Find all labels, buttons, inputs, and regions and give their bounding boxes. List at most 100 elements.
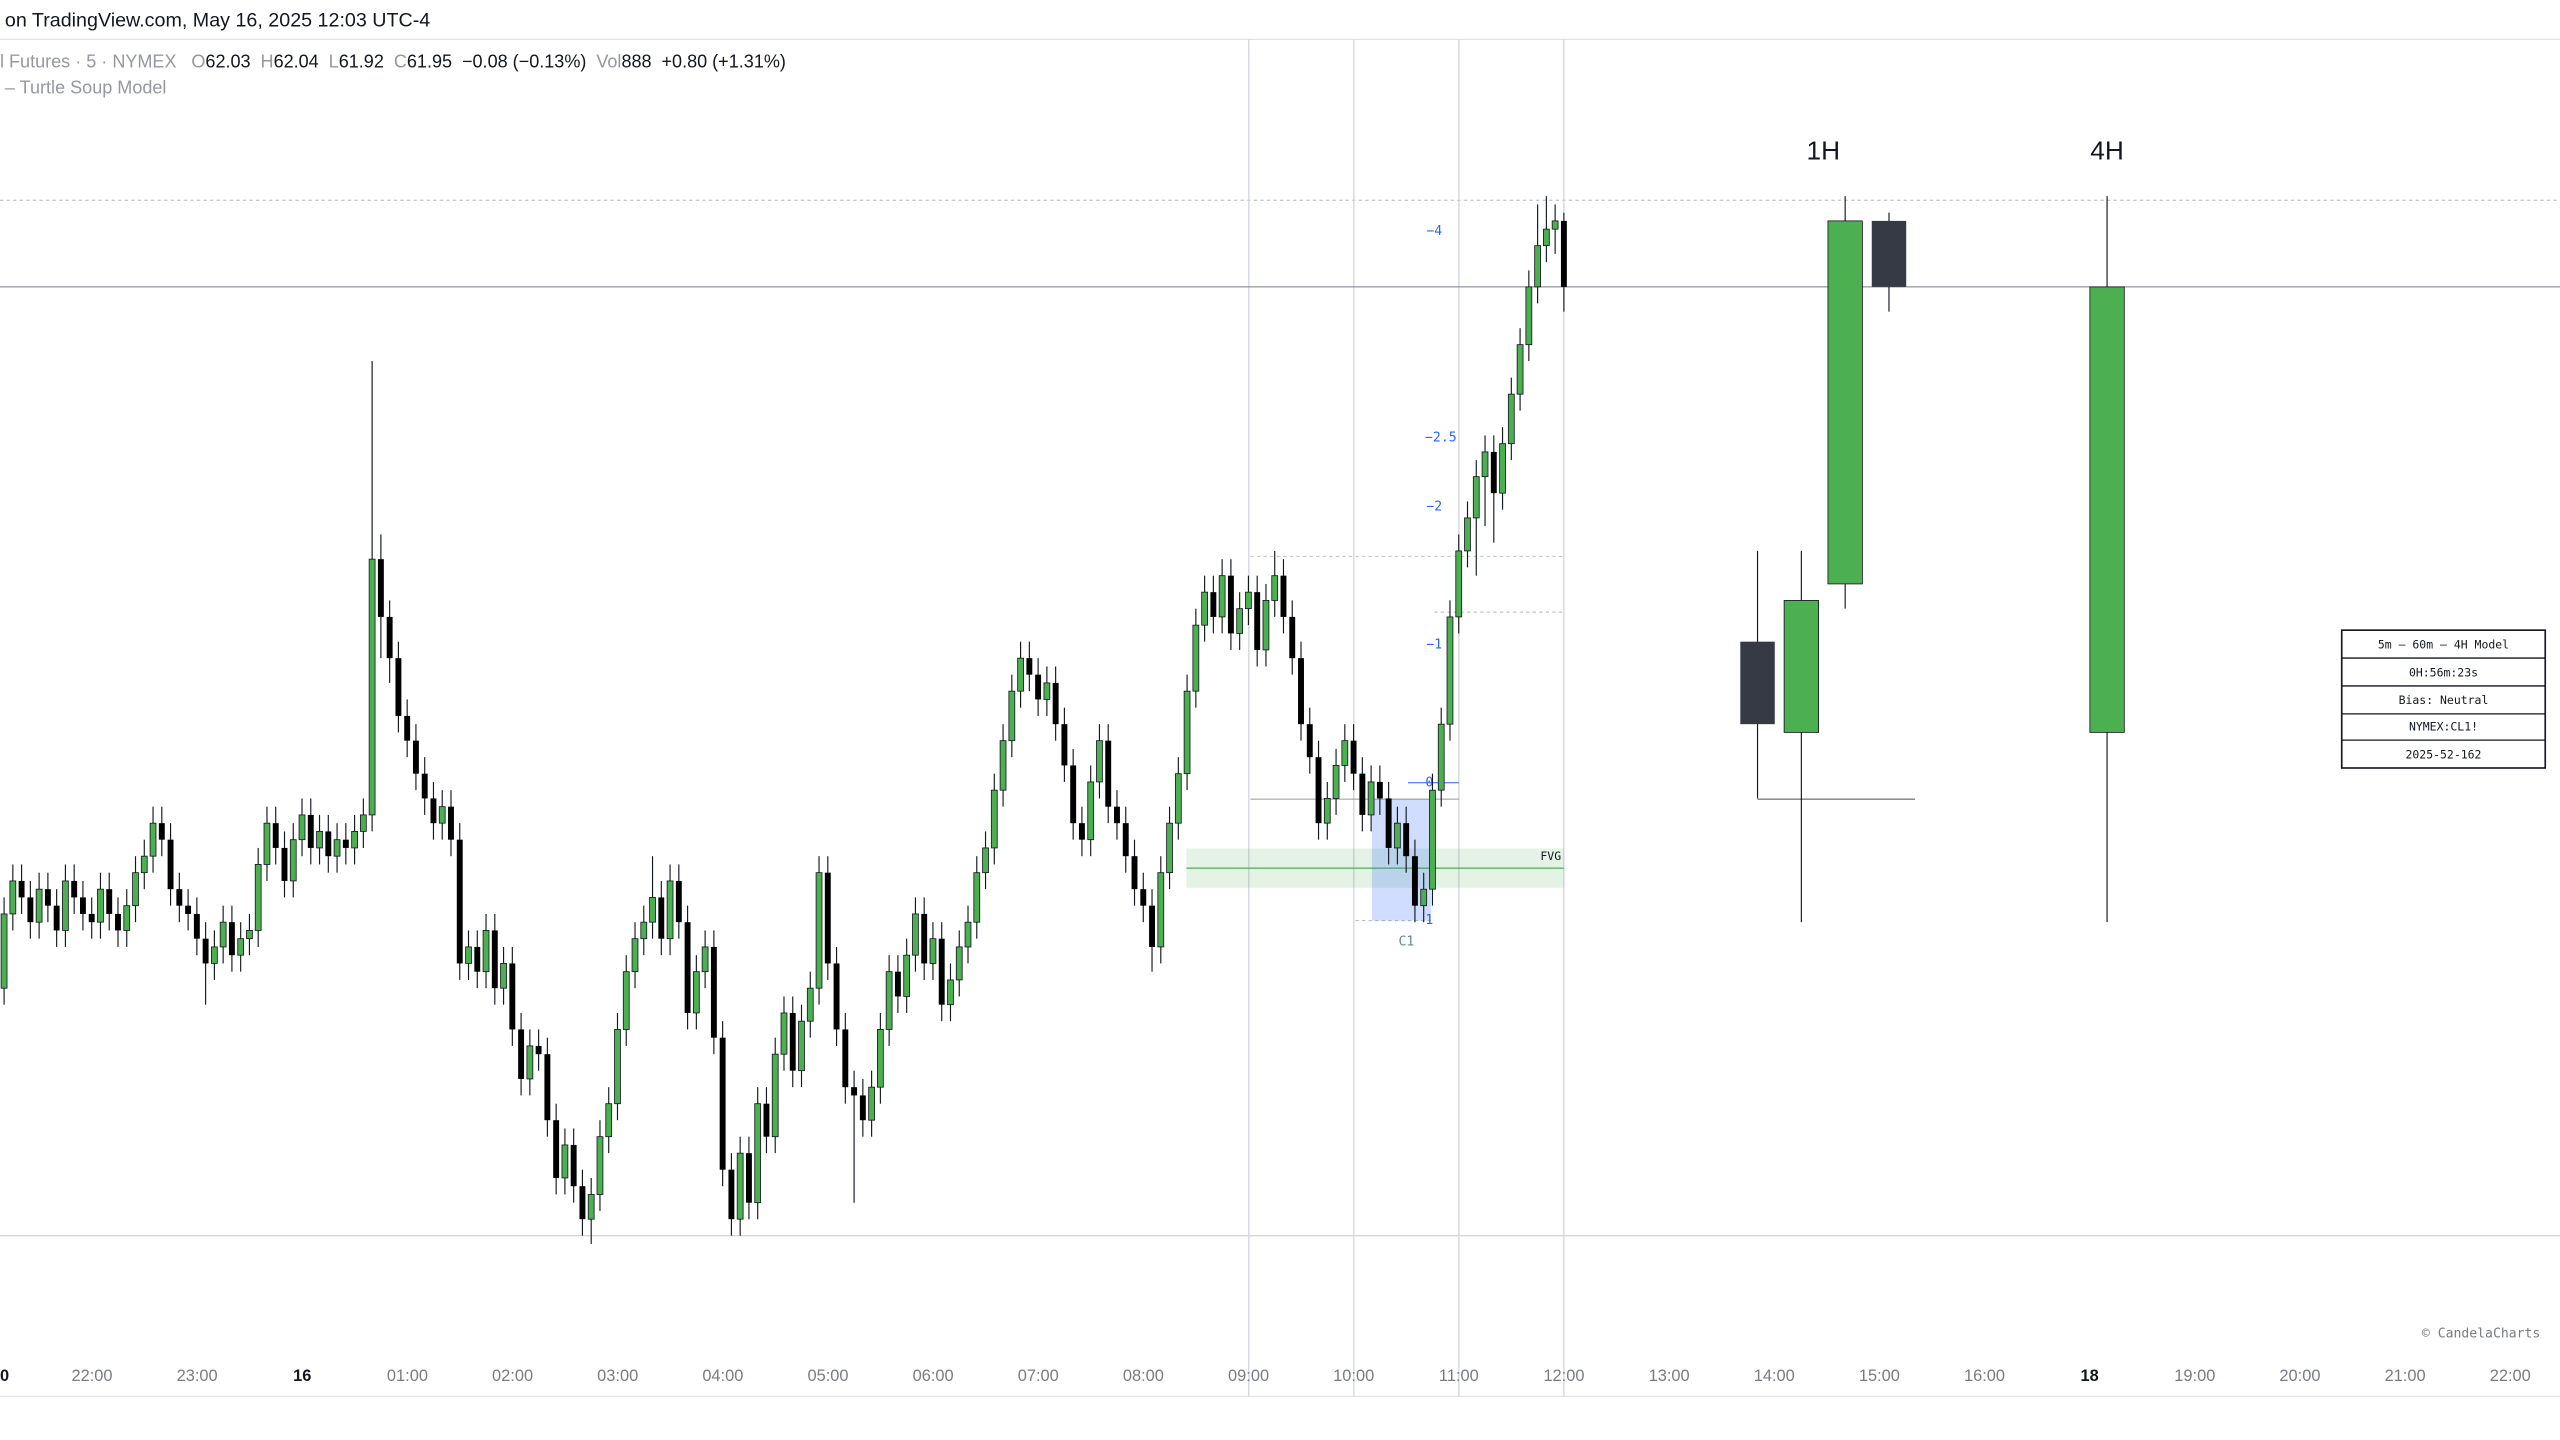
- candle-body: [1871, 220, 1907, 287]
- candle-body: [1026, 658, 1033, 675]
- candle-body: [237, 938, 245, 956]
- candle-body: [325, 831, 332, 857]
- x-tick-label: 11:00: [1439, 1367, 1479, 1385]
- x-tick-label: 14:00: [1754, 1367, 1795, 1385]
- candle-body: [982, 847, 989, 874]
- indicator-name: – Turtle Soup Model: [5, 77, 167, 97]
- candle-body: [44, 889, 51, 906]
- candle-body: [438, 806, 446, 824]
- ohlc-label: O: [191, 51, 205, 71]
- candle-body: [1516, 344, 1524, 395]
- candle-body: [1245, 591, 1252, 610]
- candle-body: [1131, 856, 1138, 890]
- candle-body: [833, 963, 840, 1030]
- candle-body: [395, 658, 402, 716]
- candle-body: [377, 559, 384, 617]
- table-cell: 5m – 60m – 4H Model: [2378, 637, 2509, 651]
- candle-body: [97, 888, 104, 923]
- candle-body: [202, 938, 209, 964]
- candle-body: [421, 773, 428, 799]
- x-tick-label: 02:00: [492, 1367, 533, 1385]
- x-tick-label: 09:00: [1228, 1367, 1269, 1385]
- candle-body: [316, 831, 323, 849]
- fib-label: −2: [1426, 500, 1442, 515]
- candle-body: [868, 1086, 875, 1121]
- candle-body: [18, 880, 25, 898]
- table-cell: Bias: Neutral: [2399, 693, 2489, 707]
- candle-body: [263, 822, 271, 865]
- x-tick-label: 07:00: [1018, 1367, 1059, 1385]
- candle-body: [1560, 220, 1567, 287]
- x-tick-label: 01:00: [387, 1367, 428, 1385]
- candle-body: [622, 971, 630, 1030]
- candle-body: [1481, 451, 1489, 478]
- table-frame: [2340, 629, 2547, 769]
- candle-body: [912, 913, 919, 956]
- candle-body: [1105, 740, 1112, 807]
- fib-label: −1: [1426, 637, 1442, 652]
- candle-body: [333, 839, 341, 857]
- candle-body: [1551, 220, 1559, 230]
- candle-body: [999, 740, 1007, 791]
- x-tick-label: 03:00: [597, 1367, 638, 1385]
- candle-body: [1298, 658, 1304, 725]
- candle-body: [553, 1120, 560, 1178]
- candle-body: [1043, 682, 1051, 700]
- candle-body: [1289, 616, 1296, 659]
- candle-body: [859, 1095, 866, 1121]
- ohlc-value: 61.92: [339, 51, 384, 71]
- candle-body: [27, 897, 34, 923]
- ohlc-value: 61.95: [407, 51, 452, 71]
- candle-body: [1543, 228, 1550, 247]
- candle-body: [1096, 740, 1103, 783]
- candle-body: [448, 806, 454, 840]
- x-tick-label: 10:00: [1333, 1367, 1374, 1385]
- candle-body: [1464, 517, 1471, 552]
- candle-body: [474, 946, 481, 972]
- legend-line: l Futures · 5 · NYMEX O62.03 H62.04 L61.…: [0, 51, 786, 71]
- candle-body: [631, 938, 639, 973]
- candle-body: [658, 897, 665, 939]
- candle-body: [824, 872, 831, 964]
- candle-body: [938, 938, 945, 1005]
- candle-body: [763, 1103, 770, 1137]
- candle-body: [35, 888, 43, 923]
- x-tick-label: 06:00: [913, 1367, 954, 1385]
- candle-body: [666, 880, 674, 940]
- candle-body: [368, 558, 376, 816]
- candle-body: [1332, 765, 1340, 799]
- candle-body: [430, 798, 437, 824]
- x-tick-label: 21:00: [2385, 1367, 2426, 1385]
- candle-body: [123, 905, 131, 931]
- candle-body: [929, 938, 937, 964]
- candle-body: [684, 922, 691, 1013]
- candle-body: [509, 963, 516, 1030]
- candle-body: [780, 1012, 788, 1055]
- candle-body: [710, 946, 717, 1038]
- candle-body: [351, 831, 358, 849]
- candle-body: [359, 814, 367, 832]
- candle-body: [1236, 608, 1244, 634]
- candle-body: [149, 822, 157, 857]
- candle-body: [1271, 575, 1279, 601]
- ohlc-value: 62.04: [274, 51, 319, 71]
- candle-body: [701, 946, 709, 973]
- candle-body: [53, 905, 60, 931]
- candle-body: [62, 880, 69, 931]
- source-line: on TradingView.com, May 16, 2025 12:03 U…: [5, 10, 430, 32]
- candle-body: [1385, 798, 1392, 848]
- candle-body: [1008, 690, 1016, 742]
- candle-body: [1376, 781, 1383, 799]
- candle-body: [1174, 773, 1182, 824]
- x-tick-label: 12:00: [1543, 1367, 1584, 1385]
- candle-body: [176, 889, 183, 906]
- candle-body: [1254, 592, 1261, 650]
- candle-body: [298, 814, 306, 841]
- x-tick-label: 23:00: [177, 1367, 218, 1385]
- candle-body: [894, 971, 901, 997]
- candle-body: [771, 1053, 779, 1138]
- candle-body: [1323, 798, 1331, 824]
- candle-body: [535, 1045, 542, 1055]
- candle-body: [1341, 740, 1349, 766]
